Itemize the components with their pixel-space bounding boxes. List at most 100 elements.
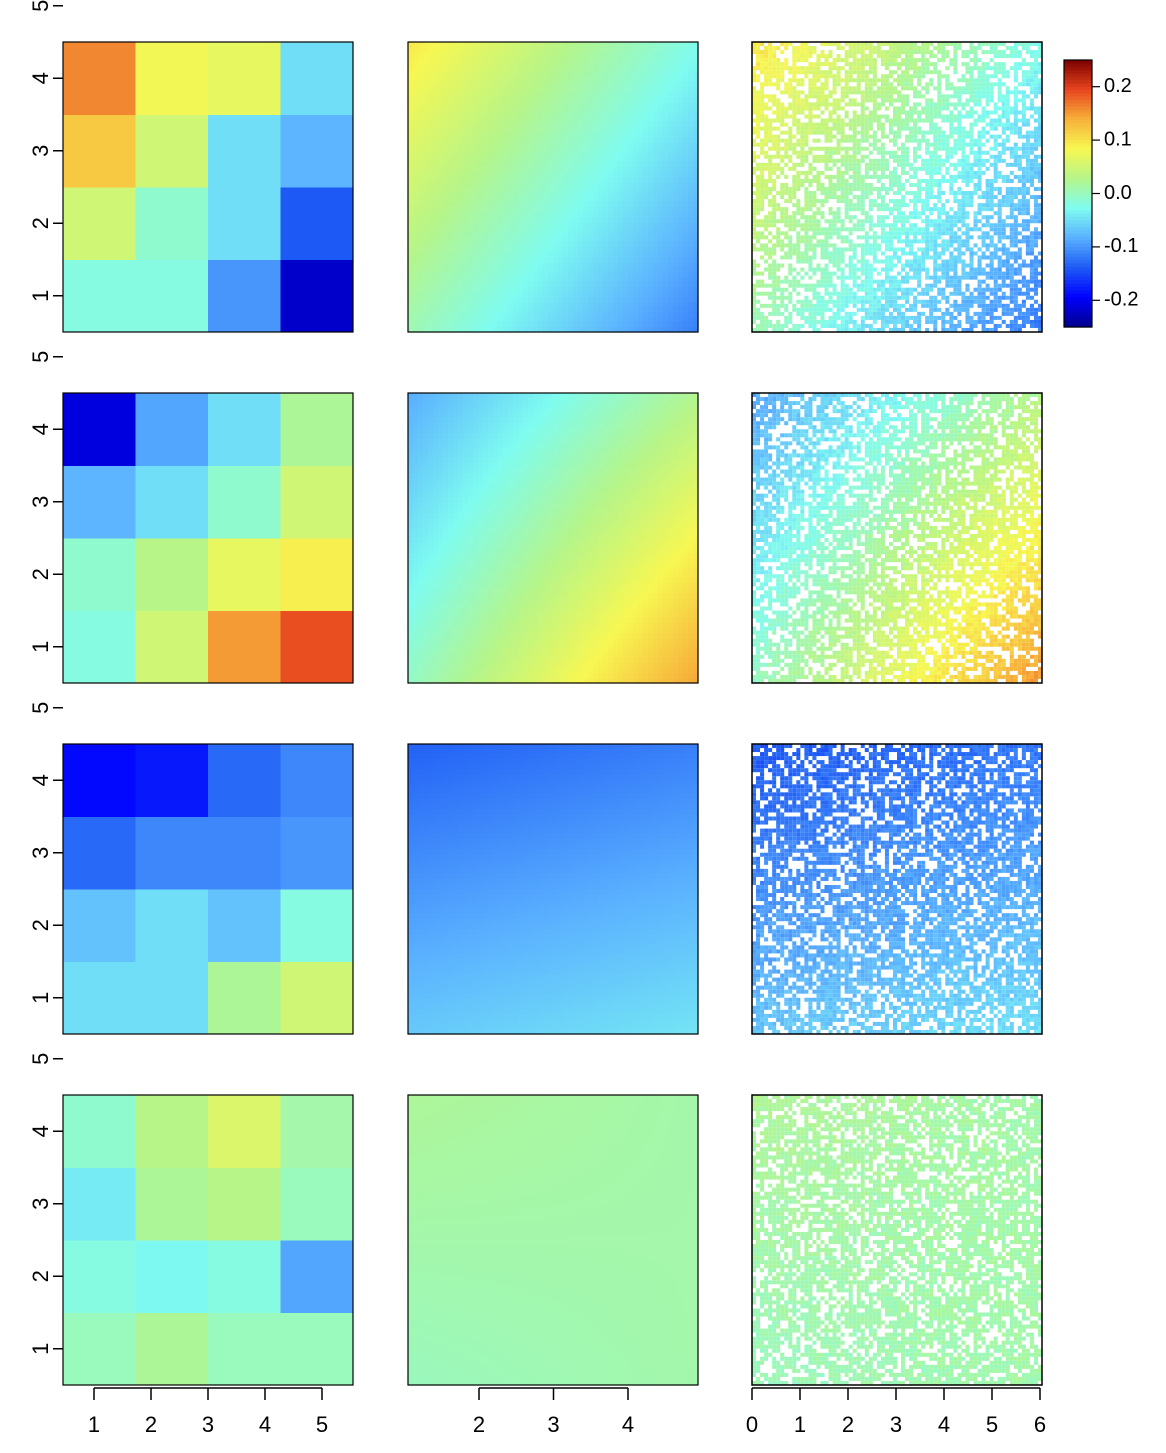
smooth-cell — [513, 57, 519, 63]
smooth-cell — [498, 82, 504, 88]
smooth-cell — [498, 267, 504, 273]
smooth-cell — [478, 227, 484, 233]
smooth-cell — [563, 162, 569, 168]
smooth-cell — [428, 312, 434, 318]
smooth-cell — [433, 292, 439, 298]
smooth-cell — [643, 187, 649, 193]
smooth-cell — [423, 242, 429, 248]
smooth-cell — [518, 167, 524, 173]
smooth-cell — [498, 307, 504, 313]
point-cell — [865, 86, 869, 90]
smooth-cell — [688, 162, 694, 168]
point-cell — [796, 292, 800, 296]
point-cell — [845, 320, 849, 324]
smooth-cell — [598, 92, 604, 98]
smooth-cell — [593, 82, 599, 88]
smooth-cell — [613, 147, 619, 153]
smooth-cell — [653, 267, 659, 273]
smooth-cell — [418, 67, 424, 73]
smooth-cell — [488, 82, 494, 88]
smooth-cell — [418, 227, 424, 233]
smooth-cell — [628, 252, 634, 258]
point-cell — [825, 98, 829, 102]
point-cell — [756, 231, 760, 235]
smooth-cell — [528, 47, 534, 53]
smooth-cell — [638, 272, 644, 278]
point-cell — [792, 66, 796, 70]
smooth-cell — [463, 62, 469, 68]
point-cell — [869, 272, 873, 276]
point-cell — [865, 251, 869, 255]
smooth-cell — [433, 52, 439, 58]
smooth-cell — [463, 122, 469, 128]
smooth-cell — [428, 207, 434, 213]
smooth-cell — [528, 282, 534, 288]
smooth-cell — [478, 272, 484, 278]
smooth-cell — [613, 72, 619, 78]
point-cell — [869, 183, 873, 187]
smooth-cell — [478, 117, 484, 123]
smooth-cell — [543, 137, 549, 143]
smooth-cell — [618, 97, 624, 103]
point-cell — [764, 139, 768, 143]
smooth-cell — [623, 42, 629, 48]
smooth-cell — [493, 252, 499, 258]
smooth-cell — [593, 92, 599, 98]
point-cell — [861, 219, 865, 223]
smooth-cell — [618, 152, 624, 158]
smooth-cell — [573, 152, 579, 158]
smooth-cell — [553, 287, 559, 293]
smooth-cell — [668, 82, 674, 88]
smooth-cell — [618, 267, 624, 273]
smooth-cell — [678, 222, 684, 228]
point-cell — [877, 94, 881, 98]
smooth-cell — [663, 102, 669, 108]
smooth-cell — [483, 122, 489, 128]
smooth-cell — [443, 232, 449, 238]
point-cell — [796, 143, 800, 147]
smooth-cell — [473, 207, 479, 213]
smooth-cell — [508, 287, 514, 293]
smooth-cell — [618, 247, 624, 253]
point-cell — [812, 131, 816, 135]
smooth-cell — [678, 122, 684, 128]
smooth-cell — [688, 307, 694, 313]
smooth-cell — [498, 247, 504, 253]
smooth-cell — [438, 267, 444, 273]
point-cell — [833, 82, 837, 86]
smooth-cell — [678, 262, 684, 268]
point-cell — [829, 187, 833, 191]
point-cell — [820, 187, 824, 191]
smooth-cell — [513, 107, 519, 113]
smooth-cell — [518, 287, 524, 293]
smooth-cell — [533, 237, 539, 243]
smooth-cell — [463, 197, 469, 203]
smooth-cell — [573, 47, 579, 53]
point-cell — [792, 58, 796, 62]
point-cell — [833, 98, 837, 102]
smooth-cell — [613, 212, 619, 218]
smooth-cell — [483, 182, 489, 188]
smooth-cell — [563, 312, 569, 318]
point-cell — [784, 288, 788, 292]
smooth-cell — [588, 222, 594, 228]
point-cell — [833, 187, 837, 191]
point-cell — [776, 312, 780, 316]
smooth-cell — [478, 232, 484, 238]
smooth-cell — [568, 67, 574, 73]
point-cell — [825, 264, 829, 268]
smooth-cell — [668, 212, 674, 218]
smooth-cell — [518, 62, 524, 68]
point-cell — [853, 280, 857, 284]
point-cell — [833, 292, 837, 296]
smooth-cell — [628, 162, 634, 168]
point-cell — [812, 74, 816, 78]
point-cell — [861, 247, 865, 251]
smooth-cell — [438, 257, 444, 263]
smooth-cell — [523, 307, 529, 313]
point-cell — [784, 86, 788, 90]
smooth-cell — [603, 147, 609, 153]
smooth-cell — [418, 47, 424, 53]
point-cell — [772, 183, 776, 187]
point-cell — [796, 239, 800, 243]
